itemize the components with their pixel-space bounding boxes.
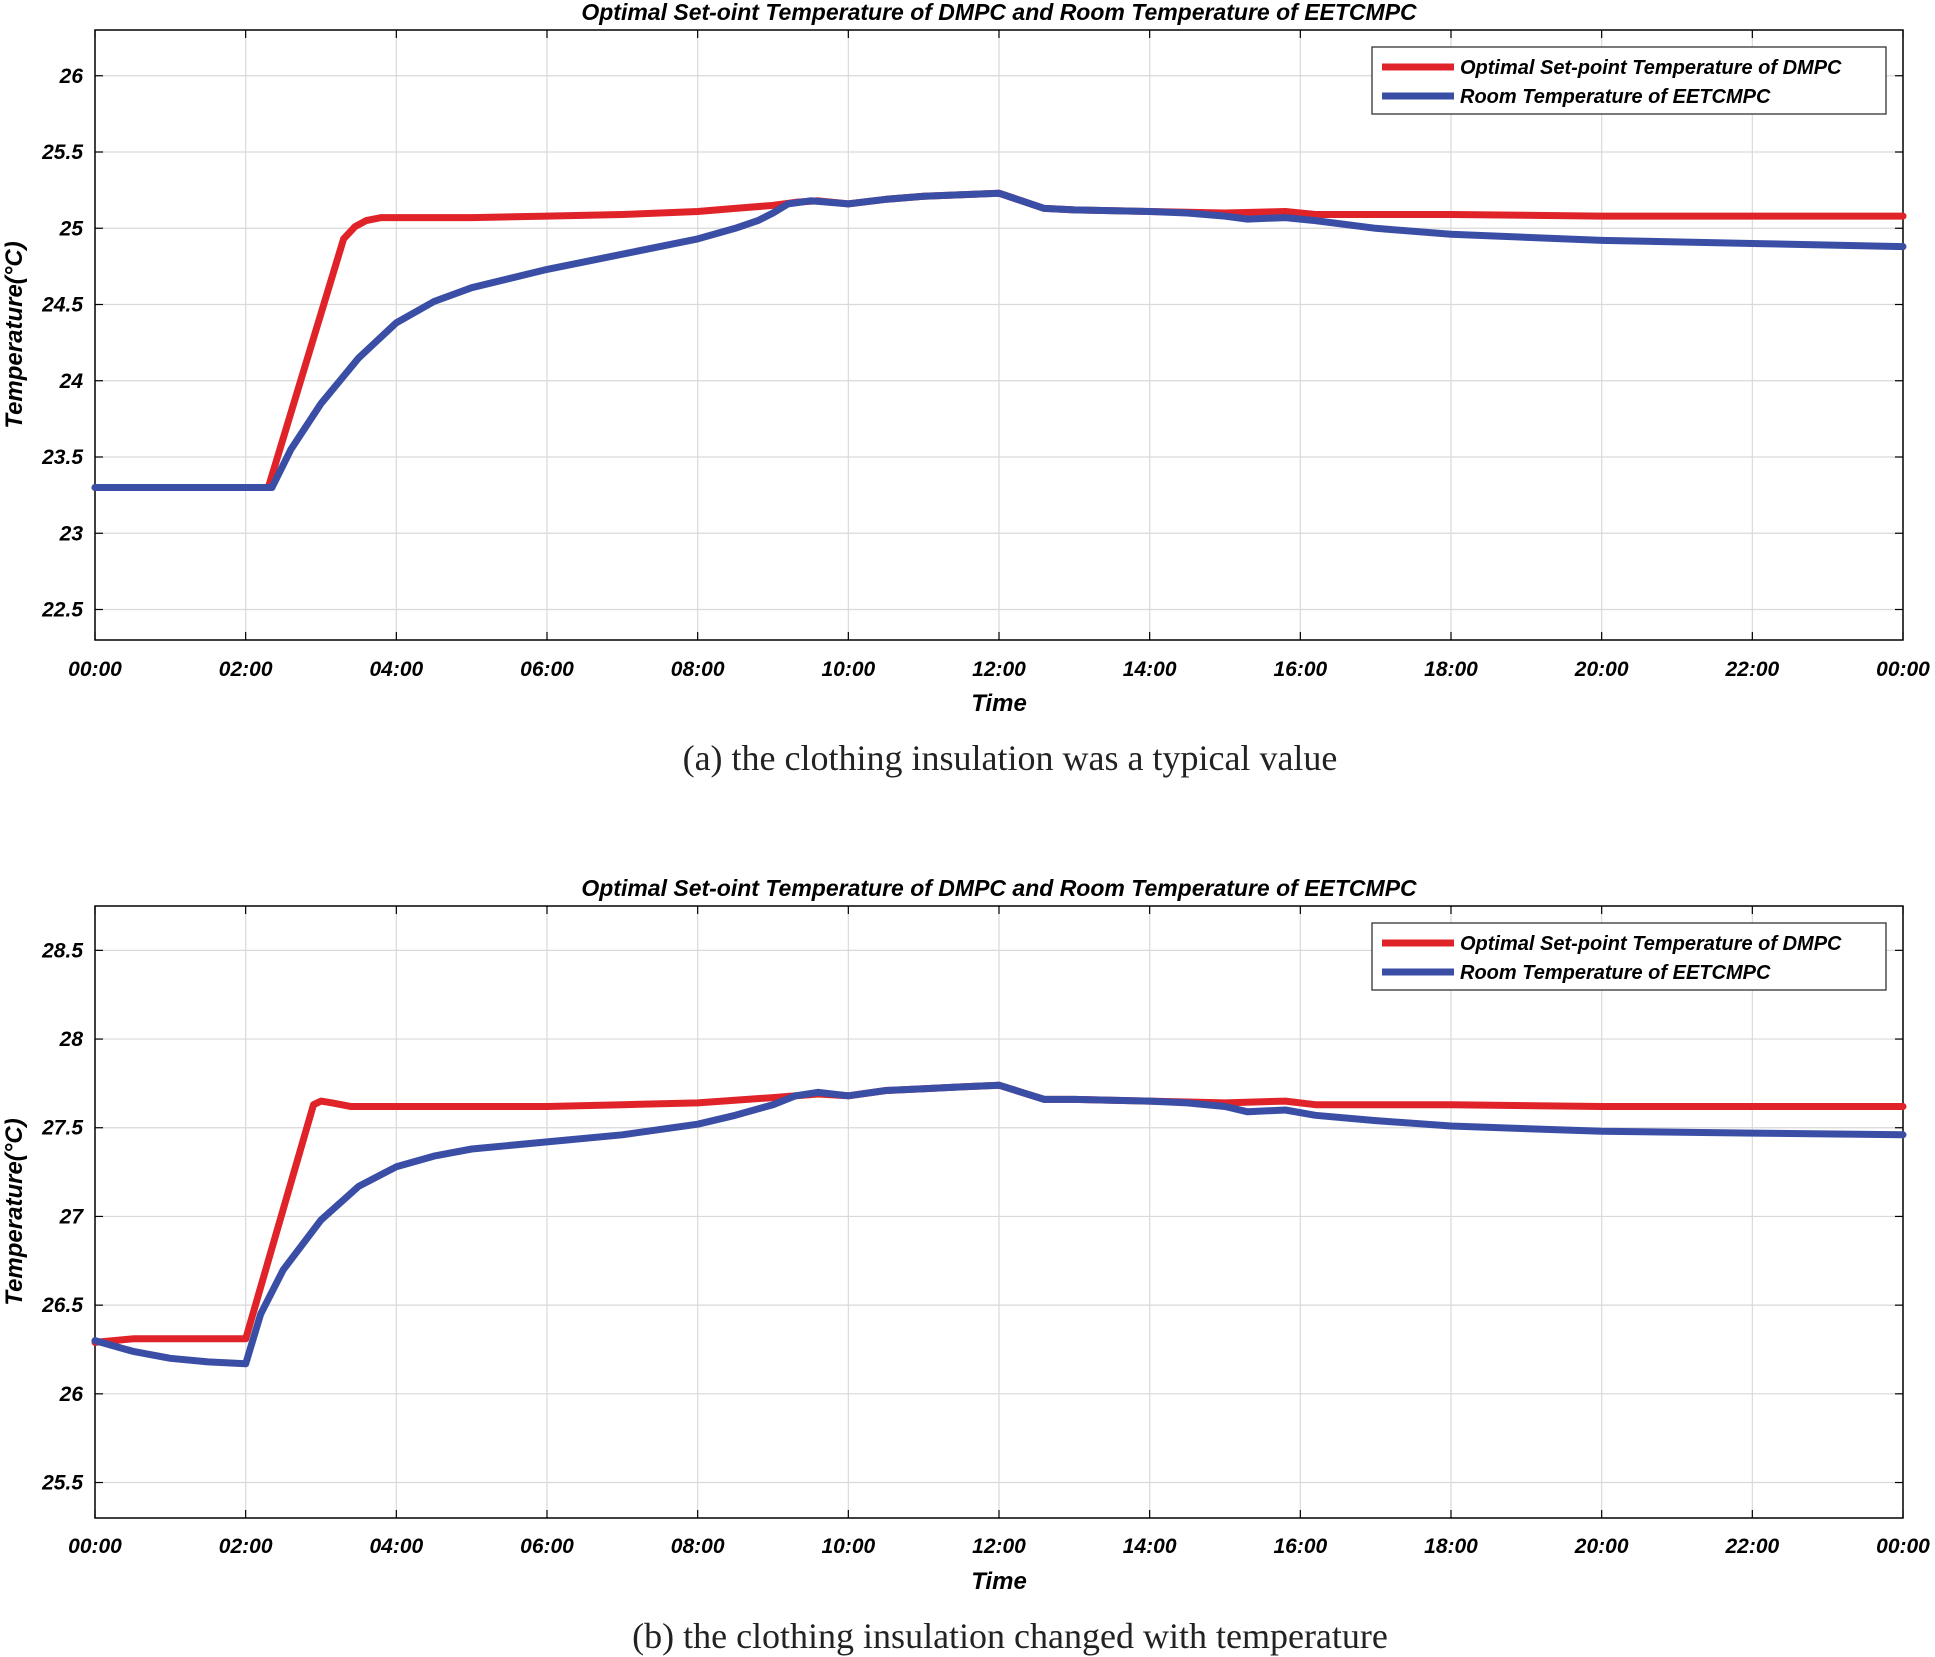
chart-title: Optimal Set-oint Temperature of DMPC and…: [581, 875, 1417, 901]
x-tick-label: 06:00: [520, 658, 574, 681]
y-tick-label: 25.5: [41, 1472, 83, 1495]
y-tick-label: 23: [59, 522, 84, 545]
x-tick-label: 16:00: [1273, 1535, 1327, 1558]
x-tick-label: 16:00: [1273, 658, 1327, 681]
y-tick-label: 27.5: [41, 1117, 83, 1140]
y-tick-label: 25: [59, 217, 84, 240]
y-axis-label: Temperature(°C): [1, 1118, 28, 1305]
series-line-room-temperature: [91, 1081, 1907, 1368]
y-tick-label: 23.5: [41, 446, 83, 469]
legend-label: Optimal Set-point Temperature of DMPC: [1460, 57, 1842, 79]
x-tick-label: 18:00: [1424, 1535, 1478, 1558]
figure-caption: (a) the clothing insulation was a typica…: [683, 738, 1338, 778]
y-tick-label: 26: [59, 1383, 84, 1406]
x-tick-label: 08:00: [671, 1535, 725, 1558]
x-tick-label: 22:00: [1724, 1535, 1779, 1558]
chart-panel-a: 00:00 02:00 04:00 06:00 08:00 10:00 12:00 14:00…: [1, 0, 1930, 778]
x-tick-label: 14:00: [1123, 658, 1177, 681]
chart-title: Optimal Set-oint Temperature of DMPC and…: [581, 0, 1417, 25]
x-tick-label: 06:00: [520, 1535, 574, 1558]
y-tick-label: 24: [59, 370, 84, 393]
x-tick-label: 00:00: [68, 658, 122, 681]
legend: Optimal Set-point Temperature of DMPC Roo…: [1371, 46, 1887, 115]
x-tick-label: 04:00: [369, 658, 423, 681]
x-tick-label: 12:00: [972, 658, 1026, 681]
x-tick-label: 22:00: [1724, 658, 1779, 681]
y-tick-label: 28.5: [41, 939, 83, 962]
x-tick-label: 18:00: [1424, 658, 1478, 681]
x-axis-label: Time: [971, 1568, 1027, 1595]
figure-caption: (b) the clothing insulation changed with…: [632, 1616, 1388, 1656]
y-axis-label: Temperature(°C): [1, 241, 28, 428]
y-tick-label: 22.5: [41, 599, 83, 622]
x-tick-label: 10:00: [821, 658, 875, 681]
x-tick-label: 02:00: [219, 1535, 273, 1558]
chart-panel-b: 00:00 02:00 04:00 06:00 08:00 10:00 12:00 14:00…: [1, 875, 1930, 1656]
y-tick-label: 26: [59, 65, 84, 88]
legend: Optimal Set-point Temperature of DMPC Roo…: [1371, 922, 1887, 991]
x-tick-label: 00:00: [1876, 658, 1930, 681]
legend-box: [1371, 46, 1887, 115]
y-tick-label: 26.5: [41, 1294, 83, 1317]
y-tick-label: 24.5: [41, 294, 83, 317]
grid: [95, 30, 1903, 640]
y-tick-label: 25.5: [41, 141, 83, 164]
x-tick-label: 00:00: [68, 1535, 122, 1558]
x-tick-label: 20:00: [1574, 1535, 1629, 1558]
x-tick-label: 08:00: [671, 658, 725, 681]
x-tick-label: 20:00: [1574, 658, 1629, 681]
x-tick-label: 14:00: [1123, 1535, 1177, 1558]
legend-label: Room Temperature of EETCMPC: [1460, 86, 1771, 108]
legend-label: Optimal Set-point Temperature of DMPC: [1460, 933, 1842, 955]
x-tick-label: 12:00: [972, 1535, 1026, 1558]
x-tick-label: 10:00: [821, 1535, 875, 1558]
legend-label: Room Temperature of EETCMPC: [1460, 962, 1771, 984]
y-tick-label: 28: [59, 1028, 84, 1051]
x-tick-label: 02:00: [219, 658, 273, 681]
legend-box: [1371, 922, 1887, 991]
grid: [95, 906, 1903, 1518]
x-tick-label: 00:00: [1876, 1535, 1930, 1558]
x-tick-label: 04:00: [369, 1535, 423, 1558]
y-tick-label: 27: [59, 1205, 85, 1228]
series-line-room-temperature: [91, 189, 1907, 491]
x-axis-label: Time: [971, 690, 1027, 717]
